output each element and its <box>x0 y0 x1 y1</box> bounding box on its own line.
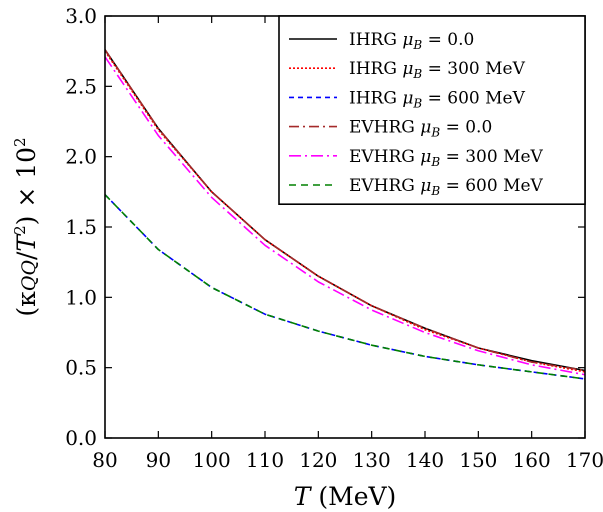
x-tick-label: 80 <box>92 448 117 472</box>
y-axis-label-var: T <box>12 233 41 252</box>
series-line-6 <box>104 194 586 380</box>
legend-mu-sub: B <box>412 38 422 52</box>
legend-model: IHRG <box>349 59 402 79</box>
y-tick-label: 1.0 <box>65 285 97 309</box>
legend-value: = 0.0 <box>440 118 492 138</box>
y-tick-label: 0.5 <box>65 356 97 380</box>
legend-label: EVHRG μB = 300 MeV <box>349 147 544 169</box>
y-tick-label: 2.5 <box>65 74 97 98</box>
legend-mu: μ <box>402 88 413 108</box>
legend-entry: IHRG μB = 0.0 <box>289 30 474 52</box>
series-line-4 <box>104 49 586 372</box>
y-axis-label-tail: ) × 10 <box>12 147 41 225</box>
y-tick-label: 0.0 <box>65 426 97 450</box>
legend-mu: μ <box>402 30 413 50</box>
legend-value: = 300 MeV <box>422 59 525 79</box>
legend-model: EVHRG <box>349 176 420 196</box>
legend-label: EVHRG μB = 0.0 <box>349 118 492 140</box>
legend-entry: IHRG μB = 300 MeV <box>289 59 526 81</box>
y-axis-label-mid: QQ <box>18 260 40 291</box>
legend-model: EVHRG <box>349 118 420 138</box>
series-layer <box>104 49 586 380</box>
legend-value: = 600 MeV <box>440 176 543 196</box>
legend-entry: EVHRG μB = 300 MeV <box>289 147 544 169</box>
legend-mu-sub: B <box>430 126 440 140</box>
ticks-layer: 80 90 100 110 120 130 140 150 160 170 0.0 0.5 1.0 1.5… <box>65 4 603 472</box>
y-tick-label: 2.0 <box>65 145 97 169</box>
legend-value: = 300 MeV <box>440 147 543 167</box>
legend-label: IHRG μB = 600 MeV <box>349 88 526 110</box>
x-axis-label-var: T <box>294 482 313 511</box>
legend-value: = 600 MeV <box>422 88 525 108</box>
legend-label: EVHRG μB = 600 MeV <box>349 176 544 198</box>
x-tick-label: 150 <box>459 448 497 472</box>
y-tick-label: 1.5 <box>65 215 97 239</box>
legend-model: IHRG <box>349 30 402 50</box>
y-axis-label: (κQQ/T2) × 102 <box>11 137 41 316</box>
x-tick-label: 120 <box>299 448 337 472</box>
legend-label: IHRG μB = 300 MeV <box>349 59 526 81</box>
x-tick-label: 100 <box>193 448 231 472</box>
legend-model: EVHRG <box>349 147 420 167</box>
legend-mu: μ <box>420 118 431 138</box>
x-tick-label: 140 <box>406 448 444 472</box>
y-axis-label-slash: / <box>12 251 41 260</box>
x-tick-label: 90 <box>146 448 171 472</box>
x-axis-label-unit: (MeV) <box>310 482 396 511</box>
legend-mu: μ <box>420 147 431 167</box>
x-tick-label: 110 <box>246 448 284 472</box>
y-tick-label: 3.0 <box>65 4 97 28</box>
series-line-5 <box>104 56 586 376</box>
y-axis-label-exp: 2 <box>11 137 29 147</box>
legend-entry: IHRG μB = 600 MeV <box>289 88 526 110</box>
legend-box <box>278 15 586 205</box>
legend-mu-sub: B <box>412 96 422 110</box>
series-line-2 <box>104 50 586 373</box>
x-axis-label: T (MeV) <box>294 482 397 511</box>
legend-entry: EVHRG μB = 600 MeV <box>289 176 544 198</box>
legend-model: IHRG <box>349 88 402 108</box>
x-tick-label: 170 <box>566 448 603 472</box>
legend-mu-sub: B <box>430 155 440 169</box>
x-tick-label: 130 <box>353 448 391 472</box>
legend-value: = 0.0 <box>422 30 474 50</box>
y-axis-label-lead: (κ <box>12 291 41 317</box>
series-line-3 <box>104 194 586 380</box>
legend-entry: EVHRG μB = 0.0 <box>289 118 492 140</box>
x-tick-label: 160 <box>513 448 551 472</box>
y-axis-label-sup: 2 <box>11 225 29 235</box>
legend-mu-sub: B <box>412 67 422 81</box>
legend-mu: μ <box>420 176 431 196</box>
legend-label: IHRG μB = 0.0 <box>349 30 474 52</box>
legend-mu: μ <box>402 59 413 79</box>
legend-mu-sub: B <box>430 184 440 198</box>
